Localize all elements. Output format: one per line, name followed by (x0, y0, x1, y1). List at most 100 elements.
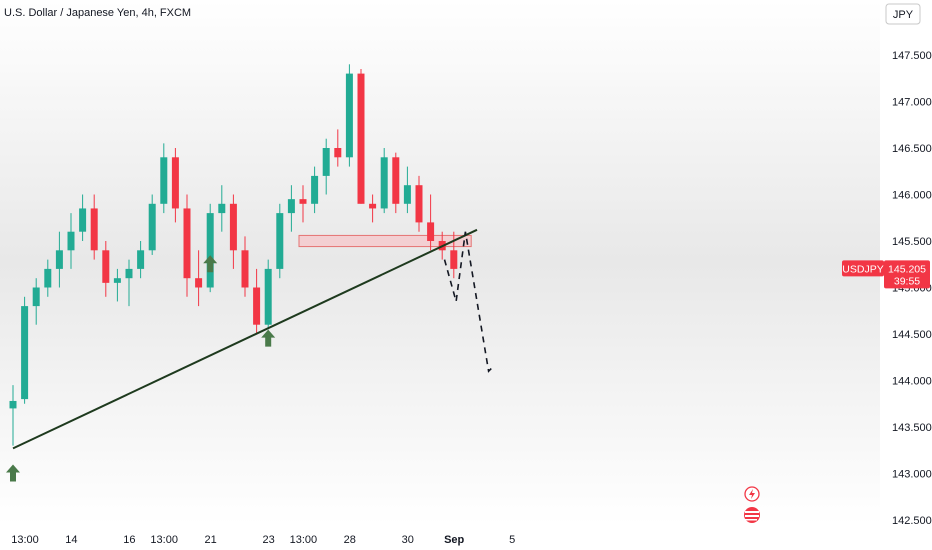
candle-body (369, 203, 377, 209)
candle-body (137, 250, 145, 269)
candle[interactable] (287, 185, 295, 232)
candle[interactable] (253, 268, 261, 334)
last-price-value: 145.205 (888, 263, 926, 275)
candle-body (311, 175, 319, 204)
candle[interactable] (345, 64, 353, 167)
symbol-label: USDJPY (842, 263, 883, 275)
y-tick-label: 143.500 (892, 422, 932, 434)
candle[interactable] (113, 268, 121, 302)
candle[interactable] (264, 259, 272, 330)
plot-background (0, 0, 880, 525)
candle-body (264, 268, 272, 325)
support-arrow-icon (6, 464, 20, 482)
candle[interactable] (322, 138, 330, 195)
y-tick-label: 146.500 (892, 143, 932, 155)
countdown-value: 39:55 (894, 275, 920, 287)
candle[interactable] (450, 231, 458, 279)
candle-body (241, 250, 249, 288)
candle-body (403, 185, 411, 204)
candle-body (287, 199, 295, 214)
candle-body (415, 185, 423, 223)
lightning-icon[interactable] (744, 486, 760, 502)
candle[interactable] (79, 194, 87, 242)
candle[interactable] (195, 250, 203, 307)
candle[interactable] (206, 203, 214, 293)
candle-body (67, 231, 75, 251)
candle[interactable] (32, 278, 40, 325)
y-tick-label: 144.000 (892, 376, 932, 388)
x-tick-label: 13:00 (11, 534, 39, 546)
candle-body (90, 208, 98, 251)
candle[interactable] (276, 203, 284, 279)
candle[interactable] (427, 194, 435, 251)
candle-body (450, 250, 458, 269)
y-tick-label: 144.500 (892, 329, 932, 341)
x-tick-label: 13:00 (150, 534, 178, 546)
y-tick-label: 147.500 (892, 50, 932, 62)
candle[interactable] (229, 194, 237, 269)
currency-unit-box[interactable]: JPY (885, 3, 921, 25)
candle[interactable] (125, 259, 133, 307)
candle-body (218, 203, 226, 214)
candle-body (160, 157, 168, 204)
candle[interactable] (299, 185, 307, 223)
candle-body (345, 73, 353, 158)
symbol-tag: USDJPY (842, 260, 884, 277)
candle[interactable] (67, 213, 75, 269)
last-price-tag: 145.205 39:55 (884, 260, 930, 289)
x-tick-label: 16 (123, 534, 135, 546)
candle[interactable] (311, 166, 319, 214)
x-tick-label: 5 (509, 534, 515, 546)
resistance-zone (298, 234, 472, 248)
currency-unit-label: JPY (893, 9, 914, 21)
support-trendline (12, 228, 478, 450)
candle[interactable] (241, 236, 249, 297)
x-tick-label: 23 (262, 534, 274, 546)
candle-body (195, 278, 203, 288)
candle[interactable] (44, 259, 52, 297)
x-tick-label: 28 (344, 534, 356, 546)
candle[interactable] (21, 296, 29, 404)
candle-body (427, 222, 435, 241)
candle[interactable] (357, 68, 365, 204)
candle-body (79, 208, 87, 232)
candle[interactable] (334, 129, 342, 167)
candle[interactable] (218, 185, 226, 232)
candle-body (322, 148, 330, 176)
candle[interactable] (369, 194, 377, 223)
candle-body (183, 208, 191, 279)
candle-body (229, 203, 237, 251)
candle[interactable] (90, 194, 98, 260)
candle-body (299, 199, 307, 204)
y-tick-label: 143.000 (892, 469, 932, 481)
candle-body (21, 306, 29, 400)
x-tick-label: Sep (444, 534, 464, 546)
candle[interactable] (380, 148, 388, 214)
candle-body (55, 250, 63, 269)
candle[interactable] (415, 175, 423, 232)
candle-body (9, 400, 17, 409)
projection-path (443, 231, 494, 373)
candle[interactable] (55, 231, 63, 288)
candle[interactable] (9, 385, 17, 446)
candle[interactable] (392, 152, 400, 214)
candle[interactable] (403, 166, 411, 214)
y-tick-label: 147.000 (892, 97, 932, 109)
candle[interactable] (183, 194, 191, 297)
candle[interactable] (102, 241, 110, 297)
candle-body (125, 268, 133, 279)
candle[interactable] (171, 148, 179, 223)
candle-body (334, 148, 342, 158)
candle[interactable] (137, 241, 145, 279)
candle-body (392, 157, 400, 204)
support-arrow-icon (261, 329, 276, 347)
y-tick-label: 146.000 (892, 190, 932, 202)
candle[interactable] (148, 194, 156, 255)
candle[interactable] (160, 143, 168, 214)
candle-body (206, 213, 214, 288)
candle-body (102, 250, 110, 283)
y-tick-label: 142.500 (892, 515, 932, 527)
us-flag-icon[interactable] (744, 507, 760, 523)
